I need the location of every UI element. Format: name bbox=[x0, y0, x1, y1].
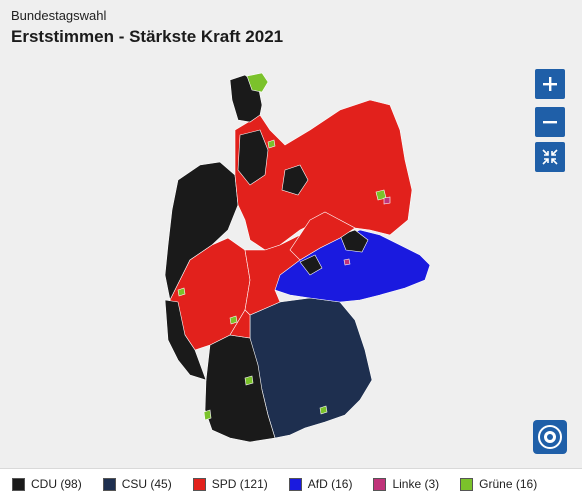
region-harz-cdu[interactable] bbox=[281, 164, 309, 196]
legend-seats: (16) bbox=[515, 477, 538, 491]
zoom-in-button[interactable] bbox=[535, 69, 565, 99]
collapse-arrows-icon bbox=[542, 149, 558, 165]
region-rhineland[interactable] bbox=[164, 299, 207, 381]
map-svg[interactable] bbox=[150, 70, 440, 455]
legend-seats: (16) bbox=[331, 477, 353, 491]
legend-label: Linke bbox=[392, 477, 422, 491]
region-green-cologne[interactable] bbox=[177, 287, 186, 297]
region-green-freiburg[interactable] bbox=[203, 409, 212, 421]
legend-label: CSU bbox=[121, 477, 148, 491]
region-lower-saxony-cdu[interactable] bbox=[237, 129, 269, 186]
zoom-out-button[interactable] bbox=[535, 107, 565, 137]
germany-constituency-map[interactable] bbox=[150, 70, 440, 455]
region-east-spd[interactable] bbox=[289, 211, 356, 261]
region-berlin-linke[interactable] bbox=[383, 196, 391, 205]
plus-icon bbox=[543, 77, 557, 91]
legend-item-gruene: Grüne (16) bbox=[460, 477, 537, 491]
map-legend: CDU (98) CSU (45) SPD (121) AfD (16) Lin… bbox=[0, 468, 582, 499]
legend-swatch bbox=[192, 477, 206, 491]
region-hesse-spd[interactable] bbox=[229, 309, 251, 339]
region-north-spd[interactable] bbox=[234, 99, 413, 251]
legend-label: CDU bbox=[31, 477, 57, 491]
ard-logo-icon bbox=[538, 425, 562, 449]
kicker: Bundestagswahl bbox=[11, 8, 107, 23]
legend-swatch bbox=[460, 477, 474, 491]
region-green-stuttgart[interactable] bbox=[244, 375, 254, 386]
legend-label: Grüne bbox=[479, 477, 513, 491]
legend-item-cdu: CDU (98) bbox=[12, 477, 82, 491]
legend-swatch bbox=[288, 477, 302, 491]
ard-logo[interactable] bbox=[533, 420, 567, 454]
legend-swatch bbox=[102, 477, 116, 491]
legend-seats: (98) bbox=[60, 477, 82, 491]
region-green-frankfurt[interactable] bbox=[229, 315, 238, 325]
legend-label: SPD bbox=[211, 477, 237, 491]
map-header: Bundestagswahl Erststimmen - Stärkste Kr… bbox=[11, 8, 283, 48]
region-thuringia-cdu[interactable] bbox=[299, 254, 323, 276]
legend-item-csu: CSU (45) bbox=[102, 477, 172, 491]
region-east-cdu[interactable] bbox=[339, 229, 369, 253]
legend-swatch bbox=[373, 477, 387, 491]
region-green-munich[interactable] bbox=[319, 405, 328, 415]
legend-label: AfD bbox=[307, 477, 328, 491]
legend-item-spd: SPD (121) bbox=[192, 477, 268, 491]
map-title: Erststimmen - Stärkste Kraft 2021 bbox=[11, 27, 284, 46]
legend-seats: (45) bbox=[150, 477, 172, 491]
legend-item-afd: AfD (16) bbox=[288, 477, 353, 491]
minus-icon bbox=[543, 121, 557, 124]
legend-seats: (3) bbox=[424, 477, 440, 491]
region-linke-leipzig[interactable] bbox=[343, 258, 351, 266]
legend-item-linke: Linke (3) bbox=[373, 477, 439, 491]
reset-view-button[interactable] bbox=[535, 142, 565, 172]
region-green-hamburg[interactable] bbox=[267, 139, 276, 149]
legend-swatch bbox=[12, 477, 25, 491]
legend-seats: (121) bbox=[239, 477, 268, 491]
region-sh-green[interactable] bbox=[246, 72, 269, 93]
